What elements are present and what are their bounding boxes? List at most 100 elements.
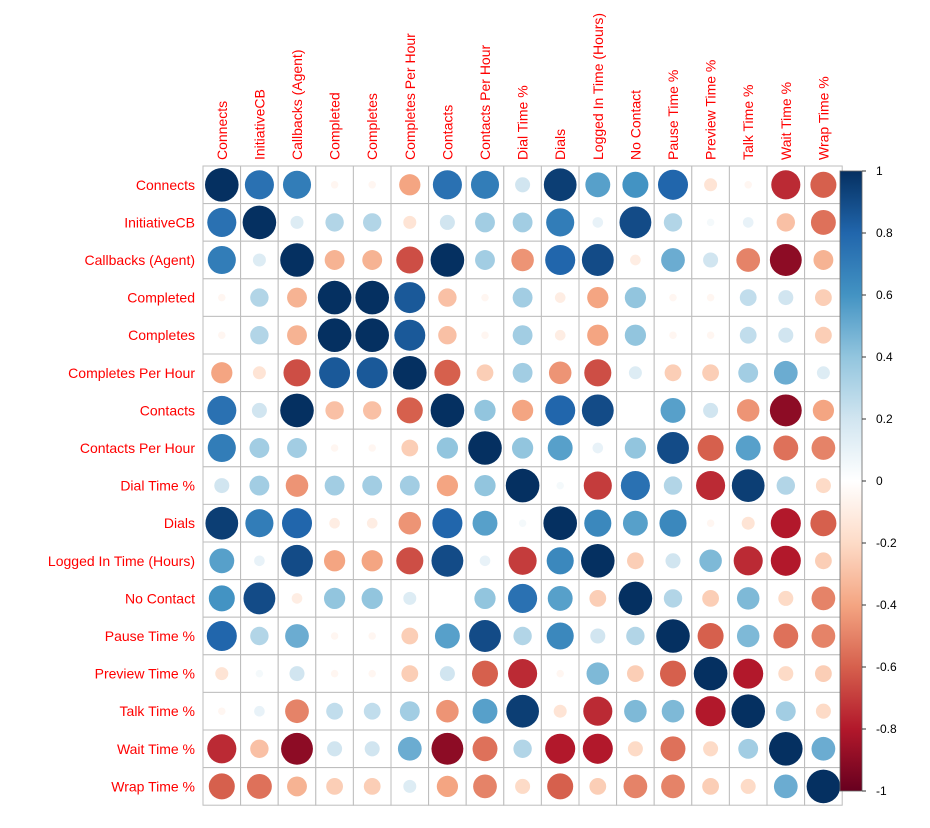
column-label-talk-time: Talk Time % xyxy=(740,85,756,160)
corr-circle-callbacks-agent--completes-per-hour xyxy=(396,246,424,274)
row-label-pause-time: Pause Time % xyxy=(105,628,195,644)
colorbar-gradient xyxy=(839,170,863,792)
corr-circle-preview-time--logged-in-time-hours xyxy=(586,662,610,685)
row-label-no-contact: No Contact xyxy=(125,590,195,606)
corr-circle-no-contact--wait-time xyxy=(778,590,794,606)
corr-circle-completed--talk-time xyxy=(739,289,757,306)
corr-circle-callbacks-agent--connects xyxy=(207,245,236,275)
corr-circle-connects--logged-in-time-hours xyxy=(585,172,611,198)
corr-circle-no-contact--completes-per-hour xyxy=(403,591,417,605)
corr-circle-preview-time--connects xyxy=(215,667,229,681)
corr-circle-dial-time--talk-time xyxy=(731,469,765,502)
corr-circle-wait-time--wait-time xyxy=(769,732,803,766)
corr-circle-wait-time--completes xyxy=(364,741,380,757)
corr-circle-completes--wrap-time xyxy=(815,326,832,344)
corr-circle-callbacks-agent--no-contact xyxy=(630,254,641,266)
corr-circle-wait-time--completes-per-hour xyxy=(397,736,422,761)
corr-circle-preview-time--initiativecb xyxy=(255,669,264,678)
corr-circle-completed--callbacks-agent xyxy=(287,287,307,308)
corr-circle-pause-time--initiativecb xyxy=(250,626,269,646)
corr-circle-preview-time--completes-per-hour xyxy=(401,665,419,682)
corr-circle-logged-in-time-hours--logged-in-time-hours xyxy=(581,544,615,578)
corr-circle-logged-in-time-hours--pause-time xyxy=(665,553,681,569)
row-label-completed: Completed xyxy=(127,290,195,306)
corr-circle-completed--wrap-time xyxy=(815,289,832,306)
corr-circle-dial-time--dials xyxy=(556,481,564,490)
corr-circle-talk-time--completed xyxy=(326,702,343,720)
corr-circle-no-contact--completed xyxy=(323,587,346,610)
corr-circle-completes--pause-time xyxy=(669,331,677,339)
corr-circle-completes--dial-time xyxy=(512,325,533,346)
corr-circle-connects--contacts-per-hour xyxy=(470,170,500,199)
corr-circle-talk-time--preview-time xyxy=(695,696,726,727)
corr-circle-connects--connects xyxy=(205,168,239,202)
corr-circle-pause-time--talk-time xyxy=(736,624,760,648)
corr-circle-wrap-time--completes xyxy=(363,778,381,795)
corr-circle-talk-time--connects xyxy=(218,707,226,715)
row-label-initiativecb: InitiativeCB xyxy=(124,214,195,230)
corr-circle-wait-time--wrap-time xyxy=(811,736,836,761)
grid-cell xyxy=(503,315,542,355)
corr-circle-callbacks-agent--contacts xyxy=(430,243,465,277)
corr-circle-dial-time--dial-time xyxy=(505,468,540,503)
corr-circle-completed--initiativecb xyxy=(250,288,269,307)
column-label-dial-time: Dial Time % xyxy=(515,85,531,160)
corr-circle-wait-time--talk-time xyxy=(738,738,759,759)
corr-circle-contacts-per-hour--wait-time xyxy=(773,435,799,461)
corr-circle-wrap-time--wait-time xyxy=(773,774,798,799)
row-label-wrap-time: Wrap Time % xyxy=(111,778,195,794)
column-label-completed: Completed xyxy=(327,92,343,160)
column-label-logged-in-time-hours: Logged In Time (Hours) xyxy=(590,13,606,160)
corr-circle-wait-time--preview-time xyxy=(703,741,719,757)
corr-circle-contacts--completes xyxy=(362,401,382,420)
corr-circle-talk-time--pause-time xyxy=(661,699,685,723)
corr-circle-wait-time--connects xyxy=(207,734,237,764)
corr-circle-contacts--completed xyxy=(325,401,344,420)
corr-circle-preview-time--completed xyxy=(330,669,339,678)
row-label-contacts: Contacts xyxy=(140,402,195,418)
corr-circle-callbacks-agent--initiativecb xyxy=(252,253,266,267)
corr-circle-logged-in-time-hours--initiativecb xyxy=(254,555,265,567)
corr-circle-wait-time--initiativecb xyxy=(250,739,269,759)
corr-circle-dials--wrap-time xyxy=(810,510,837,537)
corr-circle-completes--dials xyxy=(554,329,566,341)
corr-circle-contacts--dials xyxy=(545,395,576,426)
corr-circle-dials--dials xyxy=(543,506,577,540)
corr-circle-connects--completes xyxy=(368,181,376,189)
corr-circle-wrap-time--completed xyxy=(326,778,343,795)
row-label-talk-time: Talk Time % xyxy=(120,703,195,719)
corr-circle-completes-per-hour--logged-in-time-hours xyxy=(584,359,612,387)
corr-circle-no-contact--connects xyxy=(208,585,235,612)
corr-circle-completes-per-hour--dial-time xyxy=(512,362,533,383)
corr-circle-preview-time--no-contact xyxy=(627,665,644,682)
corr-circle-completed--wait-time xyxy=(778,290,794,306)
column-label-connects: Connects xyxy=(214,101,230,160)
corr-circle-contacts--contacts xyxy=(430,393,465,428)
corr-circle-logged-in-time-hours--contacts xyxy=(431,544,464,577)
row-label-contacts-per-hour: Contacts Per Hour xyxy=(80,440,195,456)
corr-circle-completes-per-hour--wait-time xyxy=(773,360,798,385)
corr-circle-completes--connects xyxy=(218,331,226,339)
corr-circle-completes--wait-time xyxy=(778,327,794,343)
corr-circle-wrap-time--contacts xyxy=(436,775,459,798)
colorbar-tick-label: 1 xyxy=(876,164,883,178)
corr-circle-completes--preview-time xyxy=(706,331,715,339)
column-label-dials: Dials xyxy=(552,129,568,160)
corr-circle-completes-per-hour--preview-time xyxy=(702,364,719,382)
corr-circle-callbacks-agent--logged-in-time-hours xyxy=(581,244,614,276)
corr-circle-completed--dials xyxy=(554,292,566,303)
row-label-connects: Connects xyxy=(136,177,195,193)
grid-cell xyxy=(428,579,467,618)
corr-circle-talk-time--dials xyxy=(553,704,567,718)
corr-circle-contacts--callbacks-agent xyxy=(280,393,314,428)
corr-circle-wrap-time--no-contact xyxy=(623,774,648,799)
corr-circle-connects--callbacks-agent xyxy=(282,170,312,199)
corr-circle-completes-per-hour--completes xyxy=(356,357,388,389)
corr-circle-talk-time--wrap-time xyxy=(815,703,831,719)
corr-circle-preview-time--talk-time xyxy=(733,658,764,689)
corr-circle-connects--wait-time xyxy=(771,170,801,200)
row-label-callbacks-agent: Callbacks (Agent) xyxy=(85,252,196,268)
column-label-no-contact: No Contact xyxy=(627,90,643,160)
corr-circle-connects--no-contact xyxy=(622,171,649,198)
